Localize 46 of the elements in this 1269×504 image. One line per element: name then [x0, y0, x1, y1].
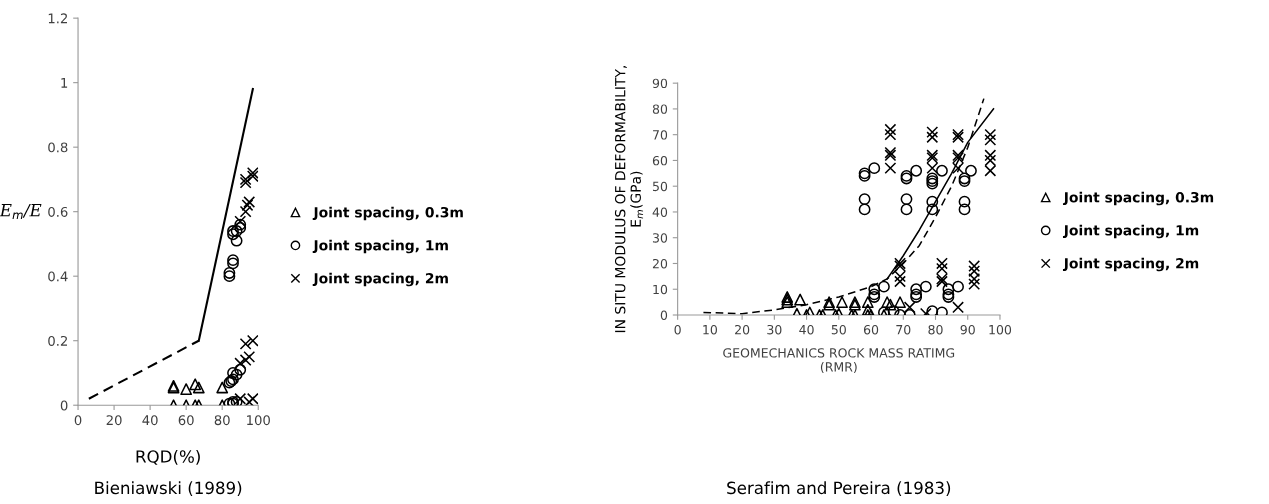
text: Bieniawski (1989) — [95, 481, 242, 497]
y-tick-label: 20 — [652, 258, 668, 269]
x-tick-label: 80 — [214, 415, 230, 426]
x-tick-label: 100 — [247, 415, 270, 426]
legend-label: Joint spacing, 2m — [312, 272, 448, 287]
y-tick-label: 0.6 — [48, 206, 68, 217]
x-axis-title: GEOMECHANICS ROCK MASS RATIMG (RMR) — [723, 348, 955, 374]
legend-label: Joint spacing, 0.3m — [1062, 191, 1214, 206]
y-tick-label: 80 — [652, 104, 668, 114]
x-tick-label: 90 — [960, 324, 975, 335]
y-tick-label: 30 — [652, 233, 668, 243]
y-tick-label: 10 — [653, 284, 668, 295]
x-tick-label: 80 — [928, 324, 943, 335]
legend-label: Joint spacing, 1m — [312, 239, 448, 254]
text: Serafim and Pereira (1983) — [727, 481, 951, 497]
y-tick-label: 0.4 — [48, 271, 68, 282]
y-tick-label: 0 — [660, 310, 668, 320]
y-tick-label: 0 — [60, 400, 68, 411]
x-tick-label: 0 — [74, 415, 82, 426]
x-tick-label: 40 — [799, 324, 814, 335]
x-tick-label: 20 — [735, 324, 750, 335]
x-tick-label: 40 — [142, 415, 158, 426]
x-tick-label: 20 — [106, 415, 122, 426]
y-axis-title: IN SITU MODULUS OF DEFORMABILITY, E$_{m}$(GPa) — [614, 66, 644, 333]
y-tick-label: 1 — [61, 78, 68, 88]
y-tick-label: 0.2 — [48, 335, 67, 346]
x-tick-label: 50 — [831, 324, 846, 335]
y-tick-label: 1.2 — [48, 13, 67, 24]
legend-label: Joint spacing, 0.3m — [312, 206, 463, 221]
x-tick-label: 10 — [703, 324, 717, 335]
y-axis-title: E$_{m}$/E — [0, 204, 42, 219]
y-tick-label: 90 — [652, 78, 668, 89]
x-tick-label: 100 — [989, 324, 1012, 335]
x-axis-title: RQD(%) — [136, 449, 200, 465]
x-tick-label: 30 — [767, 324, 782, 335]
x-tick-label: 0 — [674, 324, 681, 335]
y-tick-label: 60 — [652, 155, 668, 166]
y-tick-label: 40 — [652, 207, 668, 217]
y-tick-label: 50 — [652, 181, 668, 192]
y-tick-label: 70 — [653, 130, 668, 140]
x-tick-label: 60 — [863, 324, 879, 335]
x-tick-label: 70 — [896, 324, 911, 335]
legend-label: Joint spacing, 1m — [1062, 224, 1199, 239]
y-tick-label: 0.8 — [48, 142, 68, 153]
x-tick-label: 60 — [178, 415, 194, 426]
legend-label: Joint spacing, 2m — [1062, 257, 1199, 272]
